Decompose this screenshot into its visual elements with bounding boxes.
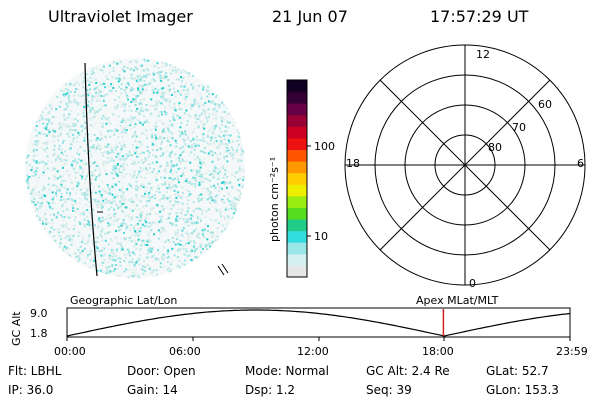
- colorbar-cell: [287, 184, 307, 197]
- x-tick-2359: 23:59: [556, 345, 588, 358]
- y-tick-top: 9.0: [30, 307, 48, 320]
- auroral-image: [25, 58, 245, 278]
- x-tick-0600: 06:00: [169, 345, 201, 358]
- x-tick-0000: 00:00: [54, 345, 86, 358]
- colorbar-cell: [287, 149, 307, 162]
- polar-lat-70: 70: [512, 121, 526, 134]
- door-info: Door: Open: [127, 364, 196, 378]
- mode-info: Mode: Normal: [245, 364, 329, 378]
- colorbar-cell: [287, 91, 307, 104]
- colorbar-cell: [287, 137, 307, 151]
- date-label: 21 Jun 07: [272, 7, 348, 26]
- polar-hour-18: 18: [346, 157, 360, 170]
- colorbar-cell: [287, 230, 307, 243]
- ip-info: IP: 36.0: [8, 383, 54, 397]
- colorbar-cell: [287, 195, 307, 208]
- apex-title: Apex MLat/MLT: [416, 294, 499, 307]
- gc-alt-info: GC Alt: 2.4 Re: [366, 364, 450, 378]
- colorbar-cell: [287, 242, 307, 255]
- colorbar-cell: [287, 172, 307, 185]
- geographic-title: Geographic Lat/Lon: [70, 294, 178, 307]
- glon-info: GLon: 153.3: [486, 383, 559, 397]
- colorbar-cell: [287, 265, 307, 278]
- polar-lat-80: 80: [488, 141, 502, 154]
- colorbar-cell: [287, 219, 307, 232]
- colorbar-cell: [287, 114, 307, 127]
- colorbar-cell: [287, 103, 307, 116]
- altitude-curve: [66, 309, 571, 337]
- polar-hour-12: 12: [476, 48, 490, 61]
- colorbar-tick-10: 10: [314, 230, 328, 243]
- gain-info: Gain: 14: [127, 383, 178, 397]
- colorbar-cell: [287, 253, 307, 266]
- x-tick-1200: 12:00: [297, 345, 329, 358]
- colorbar-cell: [287, 126, 307, 139]
- dsp-info: Dsp: 1.2: [245, 383, 296, 397]
- x-tick-1800: 18:00: [422, 345, 454, 358]
- terminator-line: [84, 62, 98, 277]
- app-title: Ultraviolet Imager: [48, 7, 193, 26]
- corner-mark: [217, 263, 229, 276]
- polar-hour-6: 6: [577, 157, 584, 170]
- glat-info: GLat: 52.7: [486, 364, 549, 378]
- colorbar-cell: [287, 207, 307, 220]
- polar-lat-60: 60: [538, 98, 552, 111]
- filter-info: Flt: LBHL: [8, 364, 62, 378]
- colorbar-cell: [287, 161, 307, 174]
- colorbar-tick-100: 100: [314, 140, 335, 153]
- polar-hour-0: 0: [469, 277, 476, 290]
- time-label: 17:57:29 UT: [430, 7, 529, 26]
- colorbar-cell: [287, 80, 307, 93]
- seq-info: Seq: 39: [366, 383, 412, 397]
- y-tick-bottom: 1.8: [30, 327, 48, 340]
